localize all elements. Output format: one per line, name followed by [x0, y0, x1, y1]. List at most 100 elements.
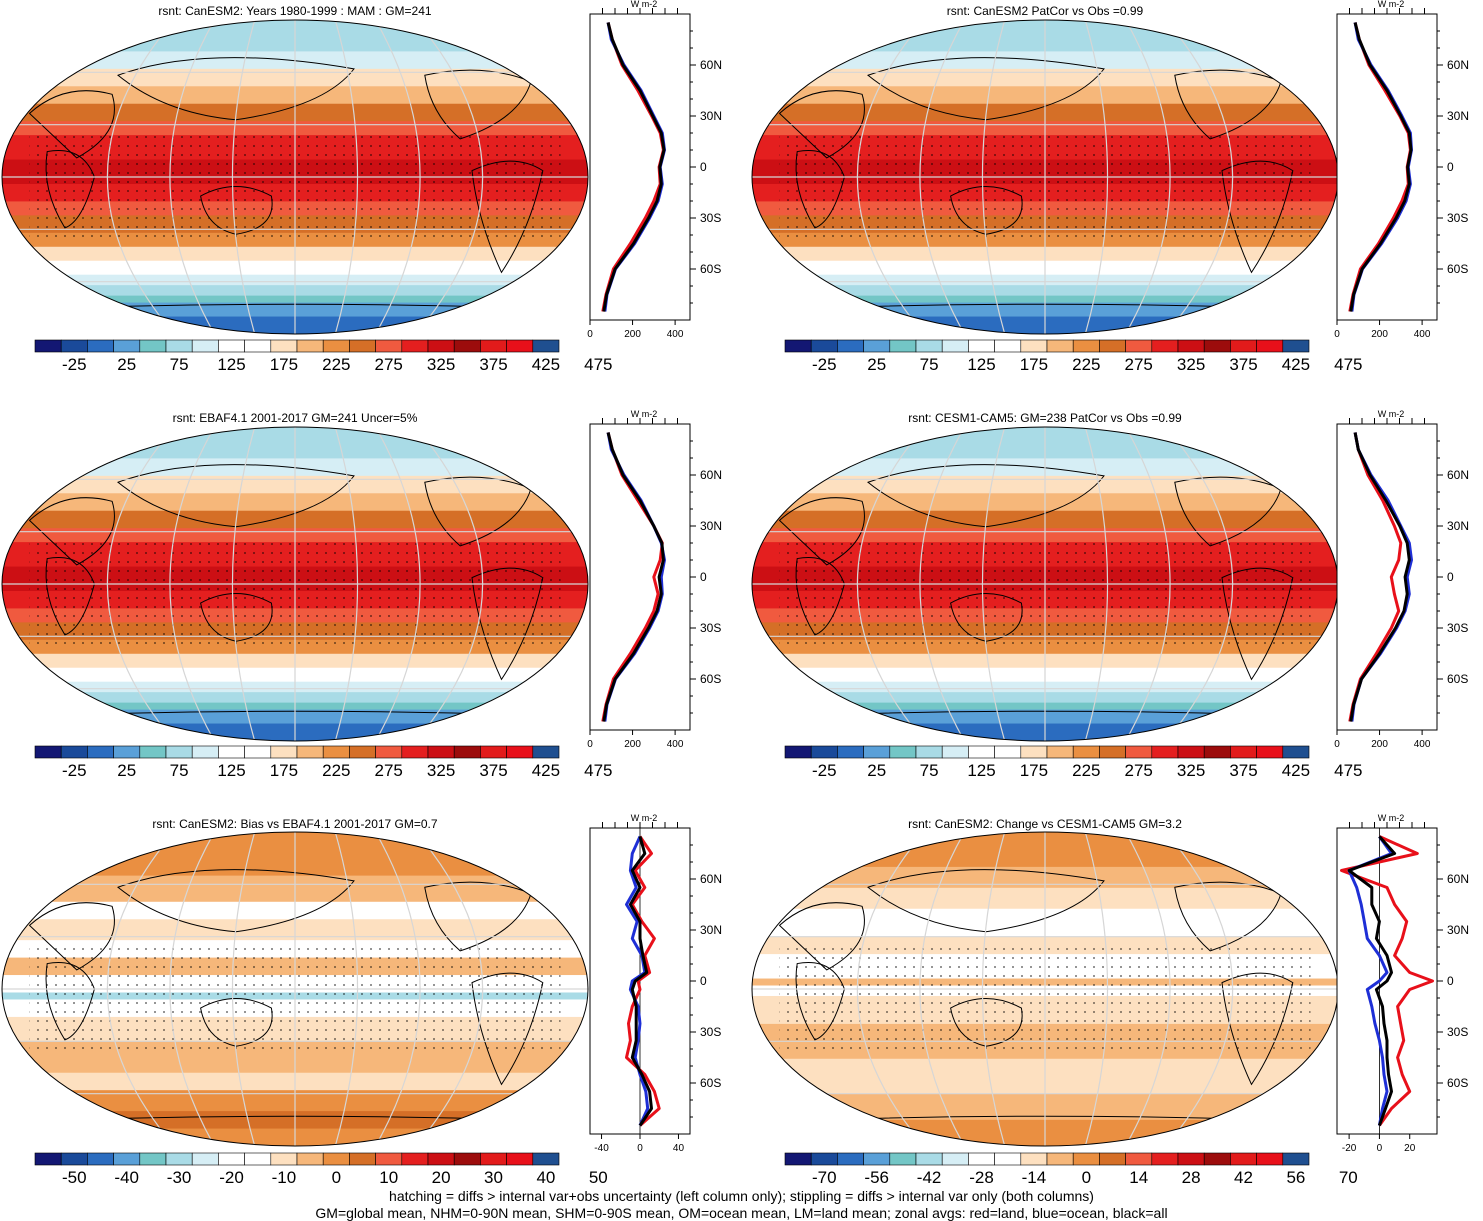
longitude-gridline: [334, 20, 359, 334]
colorbar-tick-label: 325: [427, 355, 455, 374]
colorbar-tick-label: 28: [1182, 1168, 1201, 1187]
zonal-series-all: [628, 836, 653, 1127]
zonal-x-tick-label: 400: [1414, 329, 1431, 340]
zonal-series-land: [625, 835, 661, 1127]
longitude-gridline: [981, 20, 1006, 334]
zonal-mean-plot: W m-2 0 200 400 60N 30N 0 30S 60S: [1334, 409, 1469, 750]
colorbar-tick-label: 75: [170, 761, 189, 780]
zonal-x-tick-label: 40: [673, 1143, 685, 1154]
longitude-gridline: [1165, 427, 1234, 741]
global-map: [1, 831, 589, 1147]
coastline: [116, 869, 355, 933]
colorbar-swatch: [1256, 1152, 1284, 1166]
colorbar-swatch: [532, 1152, 560, 1166]
colorbar-swatch: [165, 339, 193, 353]
colorbar-swatch: [532, 745, 560, 759]
map-border: [1, 426, 589, 742]
coastline: [471, 160, 544, 274]
colorbar-swatch: [60, 1152, 88, 1166]
colorbar-swatch: [218, 745, 245, 759]
colorbar-swatch: [784, 745, 812, 759]
colorbar-swatch: [1177, 1152, 1205, 1166]
colorbar-swatch: [218, 1152, 245, 1166]
colorbar: -70 -56 -42 -28 -14 0 14 28 42 56 70: [784, 1152, 1358, 1187]
colorbar-tick-label: 425: [1282, 761, 1310, 780]
colorbar-swatch: [480, 339, 507, 353]
colorbar-tick-label: 275: [375, 761, 403, 780]
colorbar-swatch: [810, 339, 838, 353]
longitude-gridline: [415, 20, 484, 334]
zonal-x-tick-label: 20: [1404, 1143, 1416, 1154]
colorbar-swatch: [296, 745, 324, 759]
colorbar-swatch: [506, 745, 534, 759]
zonal-lat-label: 60S: [1447, 1076, 1468, 1090]
colorbar-swatch: [968, 339, 995, 353]
colorbar-swatch: [1282, 1152, 1310, 1166]
colorbar-swatch: [401, 339, 429, 353]
colorbar-swatch: [1072, 745, 1100, 759]
coastline: [116, 464, 355, 528]
colorbar-swatch: [1125, 339, 1153, 353]
longitude-gridline: [1165, 20, 1234, 334]
colorbar-swatch: [34, 1152, 62, 1166]
zonal-lat-label: 30N: [1447, 923, 1469, 937]
coastline: [1174, 881, 1282, 952]
colorbar-swatch: [218, 339, 245, 353]
colorbar-tick-label: 56: [1286, 1168, 1305, 1187]
colorbar-swatch: [810, 745, 838, 759]
zonal-x-tick-label: 400: [667, 739, 684, 750]
colorbar-tick-label: 325: [427, 761, 455, 780]
colorbar-swatch: [296, 339, 324, 353]
coastline: [795, 150, 845, 229]
global-map: [751, 831, 1339, 1147]
coastline: [950, 593, 1023, 642]
longitude-gridline: [231, 20, 256, 334]
zonal-lat-label: 60N: [1447, 468, 1469, 482]
zonal-units-label: W m-2: [1378, 813, 1405, 823]
longitude-gridline: [1084, 20, 1109, 334]
colorbar-tick-label: 25: [867, 355, 886, 374]
panel-title: rsnt: CanESM2 PatCor vs Obs =0.99: [946, 4, 1144, 18]
longitude-gridline: [1165, 832, 1234, 1146]
longitude-gridline: [106, 427, 175, 741]
zonal-lat-label: 30N: [1447, 519, 1469, 533]
colorbar-swatch: [915, 1152, 943, 1166]
colorbar-swatch: [1230, 1152, 1257, 1166]
global-map: [751, 426, 1339, 742]
zonal-lat-label: 60N: [1447, 872, 1469, 886]
zonal-lat-label: 30N: [700, 923, 722, 937]
longitude-gridline: [1084, 832, 1109, 1146]
coastline: [28, 90, 115, 159]
colorbar-tick-label: -25: [812, 355, 837, 374]
colorbar-swatch: [968, 1152, 995, 1166]
zonal-x-tick-label: 200: [1371, 739, 1388, 750]
colorbar-swatch: [837, 339, 864, 353]
zonal-units-label: W m-2: [631, 0, 658, 9]
colorbar-swatch: [139, 745, 167, 759]
colorbar-tick-label: -70: [812, 1168, 837, 1187]
colorbar-swatch: [60, 339, 88, 353]
colorbar-tick-label: 475: [1334, 761, 1362, 780]
zonal-x-tick-label: 200: [624, 739, 641, 750]
zonal-lat-label: 0: [700, 160, 707, 174]
zonal-mean-plot: W m-2 0 200 400 60N 30N 0 30S 60S: [1334, 0, 1469, 340]
global-map: [1, 426, 589, 742]
coastline: [866, 57, 1105, 121]
zonal-mean-plot: W m-2 0 200 400 60N 30N 0 30S 60S: [587, 409, 722, 750]
colorbar-swatch: [191, 1152, 219, 1166]
colorbar-tick-label: 30: [484, 1168, 503, 1187]
zonal-lat-label: 0: [1447, 570, 1454, 584]
colorbar-tick-label: -50: [62, 1168, 87, 1187]
colorbar-swatch: [1282, 745, 1310, 759]
zonal-lat-label: 30N: [700, 109, 722, 123]
zonal-lat-label: 30S: [700, 211, 721, 225]
colorbar-tick-label: 425: [532, 761, 560, 780]
colorbar-swatch: [837, 745, 864, 759]
zonal-series-all: [602, 432, 665, 722]
panel-title: rsnt: CanESM2: Change vs CESM1-CAM5 GM=3…: [908, 817, 1182, 831]
coastline: [424, 881, 532, 952]
coastline: [45, 150, 95, 229]
colorbar: -25 25 75 125 175 225 275 325 375 425 475: [784, 339, 1362, 374]
colorbar-swatch: [1020, 339, 1048, 353]
colorbar-swatch: [915, 339, 943, 353]
